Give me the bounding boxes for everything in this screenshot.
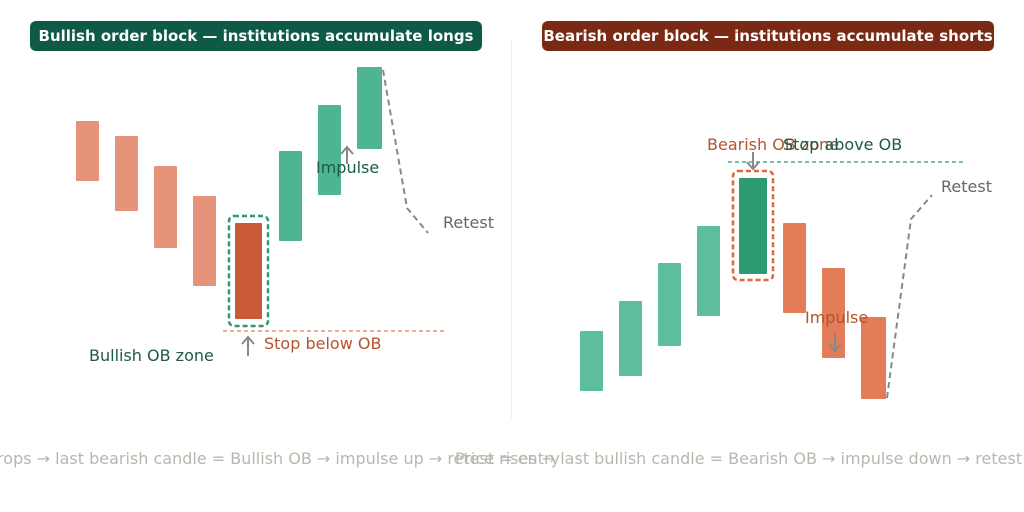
impulse-label-right: Impulse <box>805 308 868 327</box>
bearish-candle-3 <box>154 166 177 248</box>
impulse-label: Impulse <box>316 158 379 177</box>
bearish-ob-diagram: Bearish OB zone Stop above OB Impulse Re… <box>580 135 992 399</box>
bullish-ob-diagram: Impulse Retest Bullish OB zone Stop belo… <box>76 67 494 365</box>
stop-above-label: Stop above OB <box>783 135 902 154</box>
bullish-candle-3 <box>357 67 382 149</box>
bearish-candle-4 <box>193 196 216 286</box>
bullish-caption: Price drops → last bearish candle = Bull… <box>0 449 560 468</box>
bullish-header: Bullish order block — institutions accum… <box>30 21 482 51</box>
bullish-candle-2 <box>318 105 341 195</box>
bearish-ob-zone-label: Bearish OB zone <box>707 135 839 154</box>
bullish-candle-r3 <box>658 263 681 346</box>
retest-label-right: Retest <box>941 177 992 196</box>
bullish-candle-1 <box>279 151 302 241</box>
bearish-candle-r2 <box>822 268 845 358</box>
bullish-candle-r1 <box>580 331 603 391</box>
ob-zone-label: Bullish OB zone <box>89 346 214 365</box>
retest-path <box>382 69 429 234</box>
bearish-candle-1 <box>76 121 99 181</box>
retest-path-right <box>886 194 933 399</box>
bearish-candle-2 <box>115 136 138 211</box>
bearish-ob-candle <box>739 178 767 274</box>
panel-divider <box>511 40 512 420</box>
bullish-candle-r4 <box>697 226 720 316</box>
bearish-candle-r3 <box>861 317 886 399</box>
bullish-candle-r2 <box>619 301 642 376</box>
bullish-ob-candle <box>235 223 262 319</box>
retest-label: Retest <box>443 213 494 232</box>
bearish-caption: Price rises → last bullish candle = Bear… <box>455 449 1024 468</box>
bearish-header: Bearish order block — institutions accum… <box>542 21 994 51</box>
bearish-candle-r1 <box>783 223 806 313</box>
stop-label: Stop below OB <box>264 334 381 353</box>
